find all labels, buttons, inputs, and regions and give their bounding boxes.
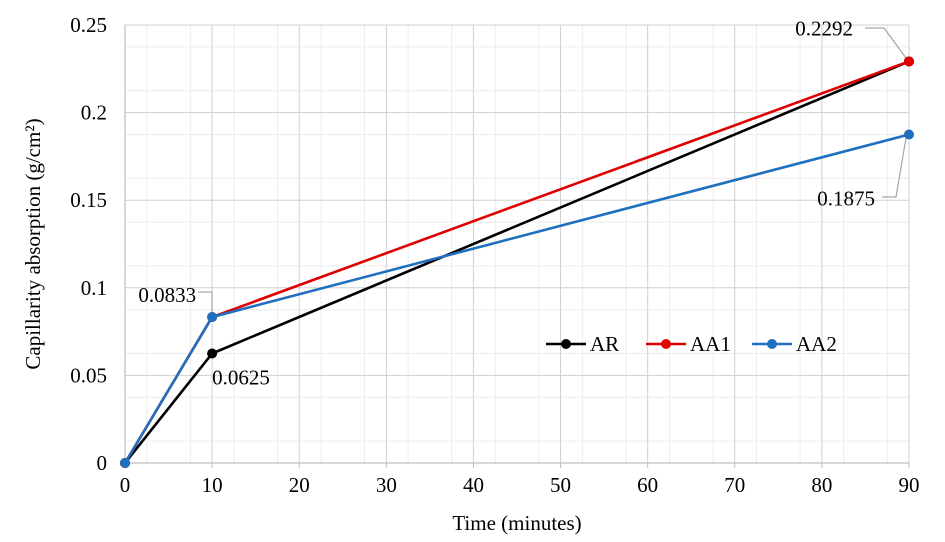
series-line-aa2 xyxy=(123,133,910,464)
y-tick-label: 0.2 xyxy=(81,101,107,125)
data-point-ar xyxy=(207,348,218,359)
x-tick-label: 20 xyxy=(289,473,310,497)
data-point-aa1 xyxy=(904,56,914,67)
data-label-leader-line xyxy=(865,27,907,59)
x-tick-label: 10 xyxy=(202,473,223,497)
data-label-leader-line xyxy=(882,137,907,198)
legend: AR AA1 AA2 xyxy=(546,332,837,356)
data-label: 0.0625 xyxy=(212,366,270,390)
data-label: 0.2292 xyxy=(795,16,853,40)
x-tick-label: 60 xyxy=(637,473,658,497)
y-tick-label: 0.25 xyxy=(70,13,107,37)
grid xyxy=(124,24,910,464)
x-tick-label: 0 xyxy=(120,473,131,497)
legend-swatch-marker-aa2 xyxy=(767,339,777,349)
data-label-leader-line xyxy=(198,291,213,312)
legend-swatch-marker-aa1 xyxy=(661,339,671,349)
leader-lines xyxy=(198,27,907,312)
y-tick-label: 0.15 xyxy=(70,188,107,212)
x-axis-title: Time (minutes) xyxy=(452,511,581,535)
x-tick-label: 70 xyxy=(724,473,745,497)
legend-label-aa1: AA1 xyxy=(690,332,731,356)
series xyxy=(120,56,914,468)
data-label: 0.0833 xyxy=(138,283,196,307)
axes: 0 10 20 30 40 50 60 70 80 90 0 0.05 0.1 0.15 0.2 0.25 xyxy=(70,13,919,497)
y-tick-label: 0 xyxy=(97,451,108,475)
data-point-aa2 xyxy=(207,312,218,323)
data-label: 0.1875 xyxy=(817,187,875,211)
legend-label-aa2: AA2 xyxy=(796,332,837,356)
y-tick-label: 0.1 xyxy=(81,276,107,300)
x-tick-label: 40 xyxy=(463,473,484,497)
x-tick-label: 90 xyxy=(899,473,920,497)
legend-swatch-marker-ar xyxy=(561,339,571,349)
data-point-aa2 xyxy=(904,129,914,140)
y-axis-title: Capillarity absorption (g/cm²) xyxy=(21,118,45,369)
legend-label-ar: AR xyxy=(590,332,619,356)
data-labels: 0.0625 0.0833 0.2292 0.1875 xyxy=(138,16,875,389)
x-tick-label: 80 xyxy=(811,473,832,497)
x-tick-label: 50 xyxy=(550,473,571,497)
data-point-aa2 xyxy=(120,458,130,468)
y-tick-label: 0.05 xyxy=(70,363,107,387)
series-line-aa1 xyxy=(123,60,910,464)
series-line-ar xyxy=(123,60,910,464)
x-tick-label: 30 xyxy=(376,473,397,497)
